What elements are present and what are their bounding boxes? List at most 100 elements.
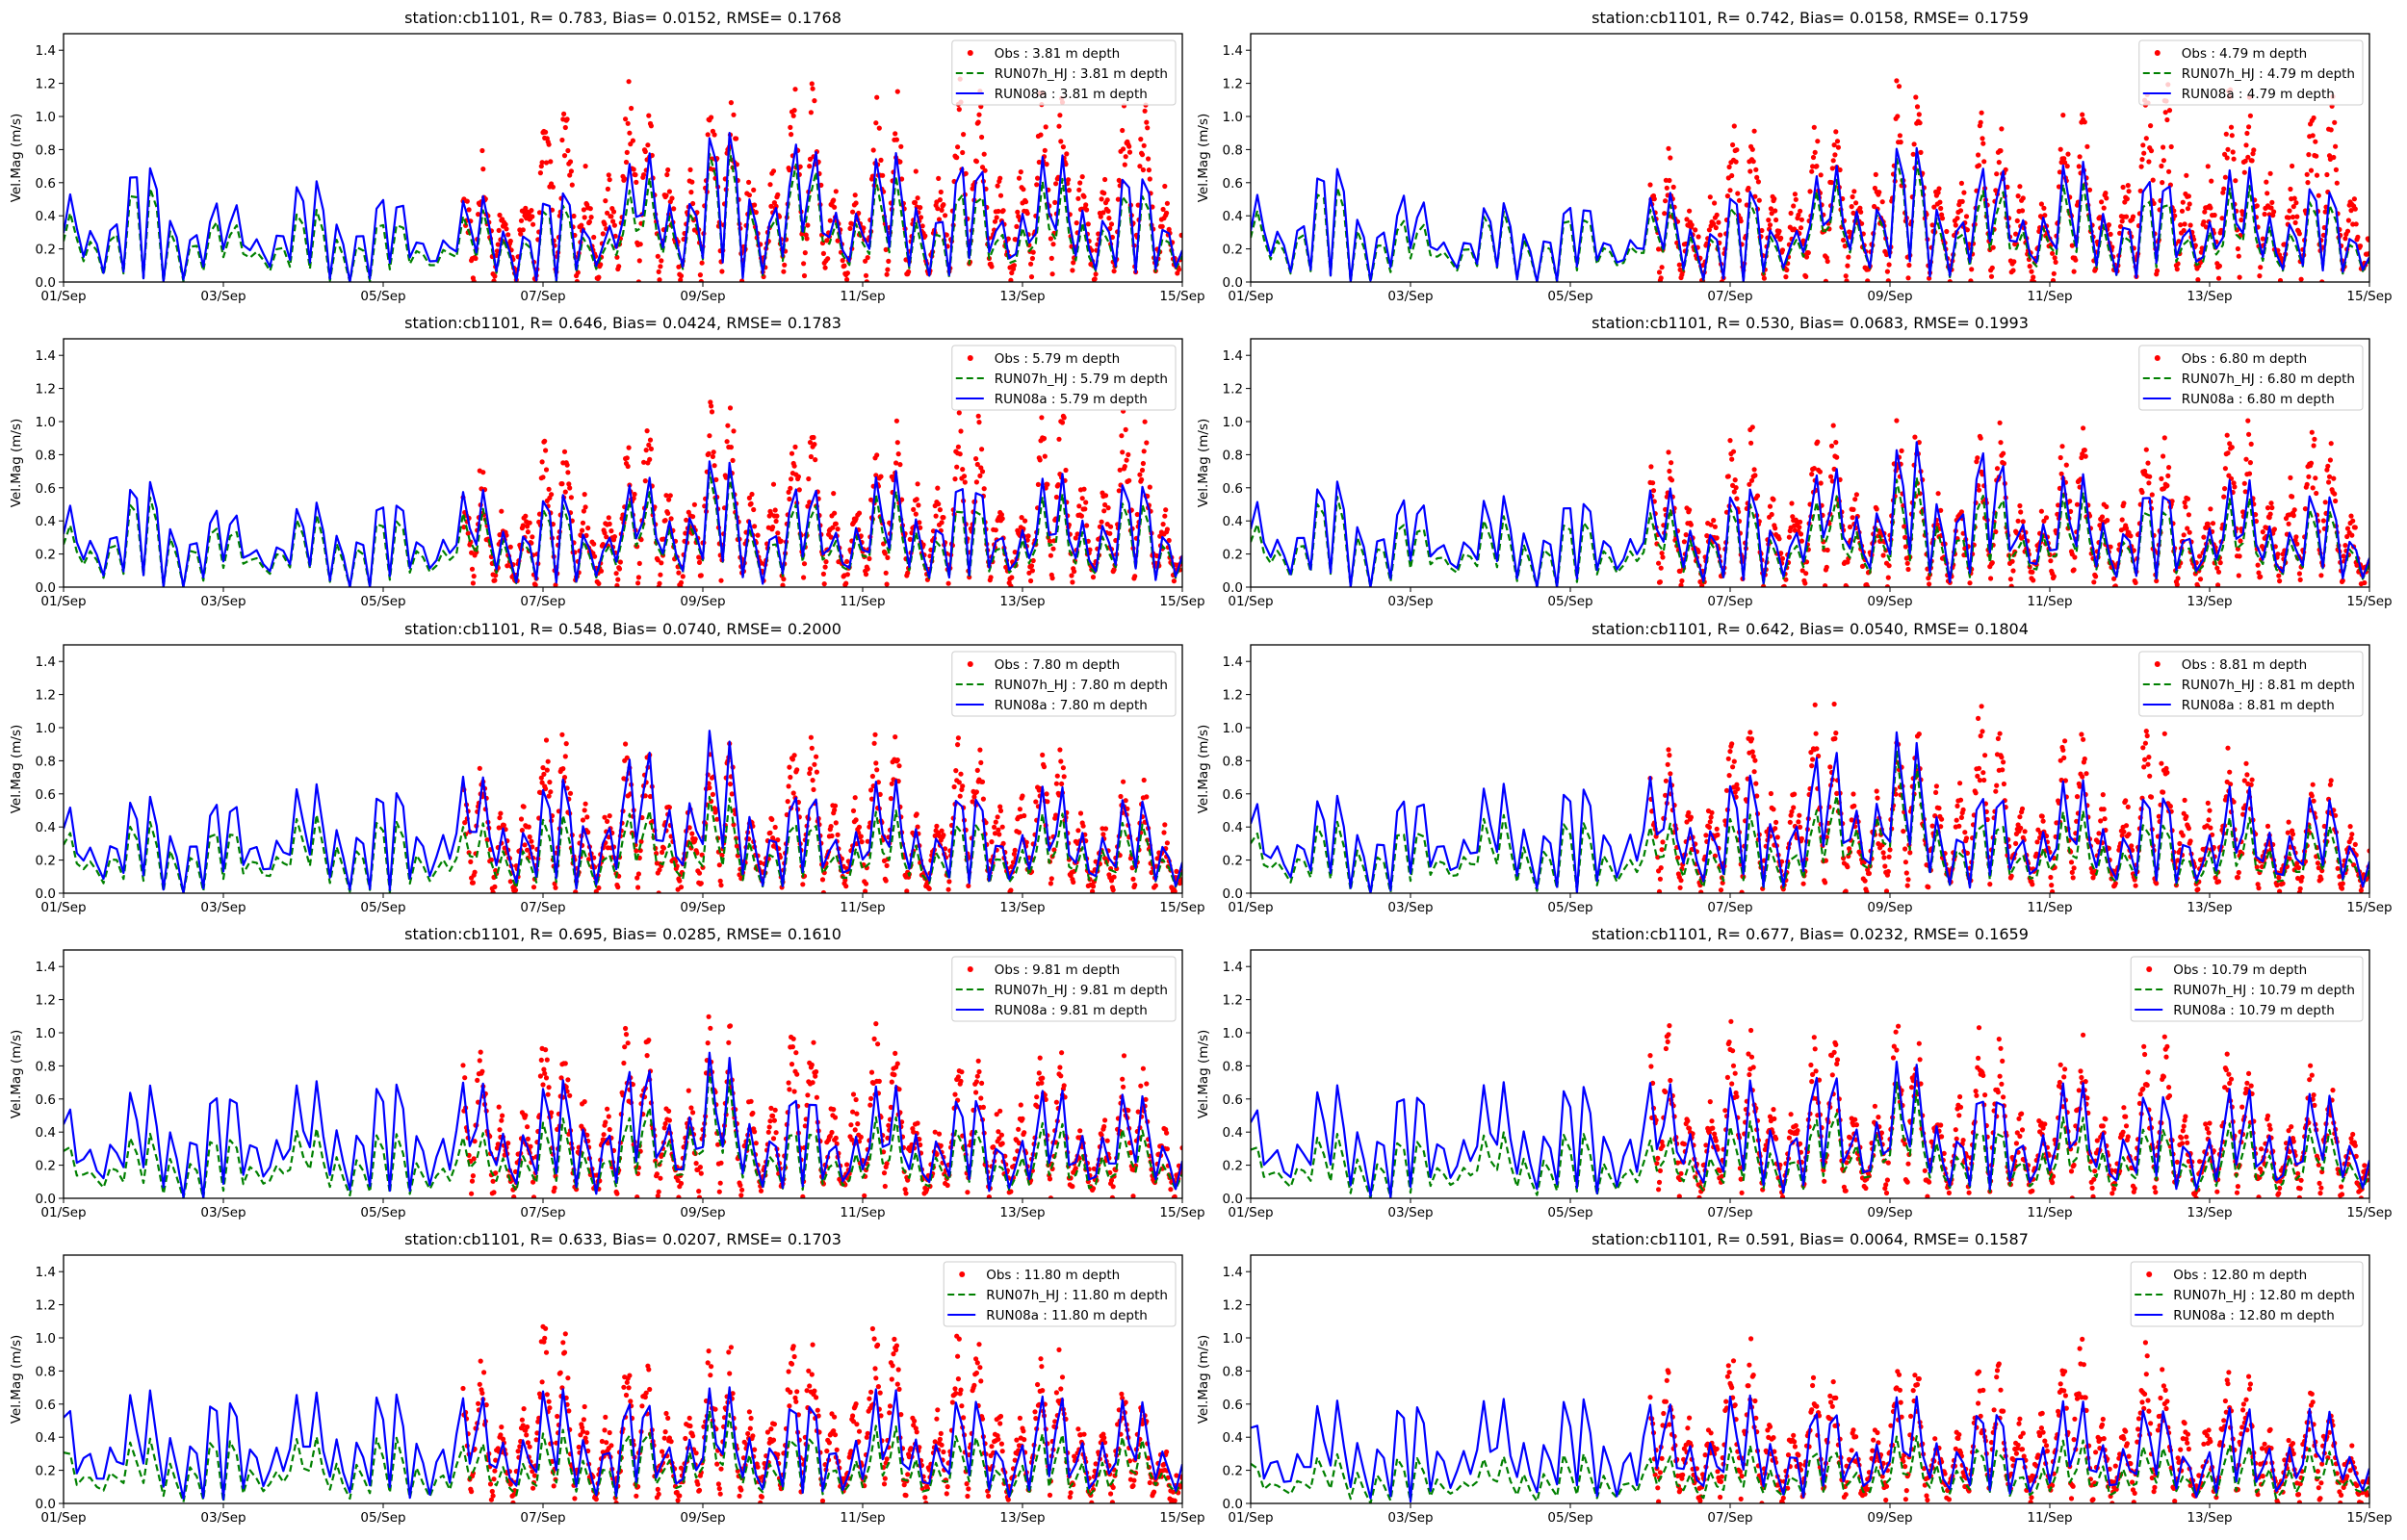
obs-point: [1918, 149, 1924, 155]
obs-point: [2103, 191, 2109, 196]
obs-point: [1674, 855, 1681, 860]
obs-point: [1884, 269, 1890, 274]
obs-point: [689, 831, 695, 836]
obs-point: [960, 149, 966, 156]
obs-point: [1657, 579, 1663, 585]
obs-point: [710, 791, 716, 798]
obs-point: [1989, 560, 1995, 566]
obs-point: [2227, 441, 2233, 447]
x-tick-label: 13/Sep: [999, 594, 1045, 609]
obs-point: [573, 889, 579, 893]
obs-point: [2291, 507, 2297, 513]
obs-point: [562, 754, 568, 759]
obs-point: [505, 232, 511, 238]
obs-point: [1832, 152, 1838, 158]
obs-point: [956, 107, 962, 113]
x-tick-label: 15/Sep: [2346, 900, 2392, 915]
obs-point: [2268, 205, 2274, 211]
obs-point: [2031, 578, 2036, 583]
obs-point: [785, 799, 790, 805]
legend-obs-label: Obs : 6.80 m depth: [2182, 351, 2307, 367]
obs-point: [791, 463, 797, 469]
obs-point: [2202, 209, 2208, 215]
obs-point: [782, 262, 788, 268]
x-tick-label: 15/Sep: [1159, 289, 1204, 304]
obs-point: [1876, 841, 1881, 847]
obs-point: [2201, 534, 2207, 540]
y-tick-label: 0.2: [36, 243, 56, 258]
obs-point: [2265, 505, 2271, 511]
obs-point: [1650, 488, 1657, 494]
obs-point: [1723, 787, 1730, 793]
obs-point: [790, 113, 796, 118]
obs-point: [811, 786, 816, 793]
obs-point: [1835, 144, 1841, 150]
obs-point: [1833, 731, 1839, 736]
obs-point: [1092, 276, 1098, 282]
obs-point: [1028, 261, 1034, 267]
obs-point: [1988, 576, 1994, 581]
obs-point: [746, 192, 753, 198]
obs-point: [1818, 172, 1824, 178]
obs-point: [1023, 839, 1029, 845]
obs-point: [2332, 119, 2338, 125]
obs-point: [1976, 765, 1982, 771]
obs-point: [1049, 576, 1055, 581]
obs-point: [719, 852, 725, 859]
y-tick-label: 0.0: [36, 275, 56, 291]
obs-point: [865, 838, 870, 844]
obs-point: [1111, 874, 1117, 880]
obs-point: [2267, 170, 2273, 176]
obs-point: [668, 516, 674, 522]
obs-point: [2258, 574, 2264, 579]
x-tick-label: 11/Sep: [840, 289, 885, 304]
subplot-r1c1: station:cb1101, R= 0.783, Bias= 0.0152, …: [9, 9, 1205, 304]
obs-point: [937, 507, 944, 513]
obs-point: [2020, 195, 2026, 201]
legend-box: [951, 345, 1177, 411]
obs-point: [678, 579, 685, 586]
obs-point: [915, 481, 920, 487]
obs-point: [1786, 534, 1792, 540]
obs-point: [880, 172, 886, 178]
obs-point: [606, 515, 611, 521]
obs-point: [1124, 457, 1129, 463]
obs-point: [1814, 746, 1820, 752]
obs-point: [1039, 415, 1045, 421]
obs-point: [2067, 499, 2073, 504]
obs-point: [913, 168, 919, 174]
obs-point: [2108, 231, 2113, 237]
obs-point: [2254, 203, 2260, 209]
obs-point: [2334, 180, 2340, 186]
obs-point: [2010, 268, 2016, 273]
obs-point: [2145, 460, 2151, 466]
obs-point: [1797, 812, 1802, 818]
obs-point: [2060, 113, 2066, 118]
obs-point: [1063, 467, 1069, 474]
obs-point: [1711, 221, 1717, 227]
obs-point: [1773, 217, 1779, 223]
obs-point: [1066, 188, 1072, 193]
obs-point: [1904, 883, 1910, 888]
obs-point: [1799, 217, 1804, 222]
obs-point: [1843, 888, 1849, 893]
obs-point: [1090, 575, 1097, 580]
obs-point: [979, 779, 986, 784]
obs-point: [464, 198, 470, 204]
obs-point: [1121, 779, 1126, 784]
obs-point: [586, 857, 592, 862]
obs-point: [2091, 579, 2097, 585]
obs-point: [1658, 565, 1664, 571]
obs-point: [2277, 578, 2283, 584]
obs-point: [550, 184, 556, 190]
obs-point: [1736, 197, 1743, 203]
obs-point: [1789, 808, 1795, 814]
obs-point: [824, 238, 830, 244]
obs-point: [718, 883, 724, 888]
obs-point: [1164, 840, 1170, 846]
x-tick-label: 03/Sep: [1387, 594, 1433, 609]
obs-point: [1807, 189, 1813, 194]
obs-point: [1093, 271, 1099, 277]
obs-point: [1162, 183, 1168, 190]
